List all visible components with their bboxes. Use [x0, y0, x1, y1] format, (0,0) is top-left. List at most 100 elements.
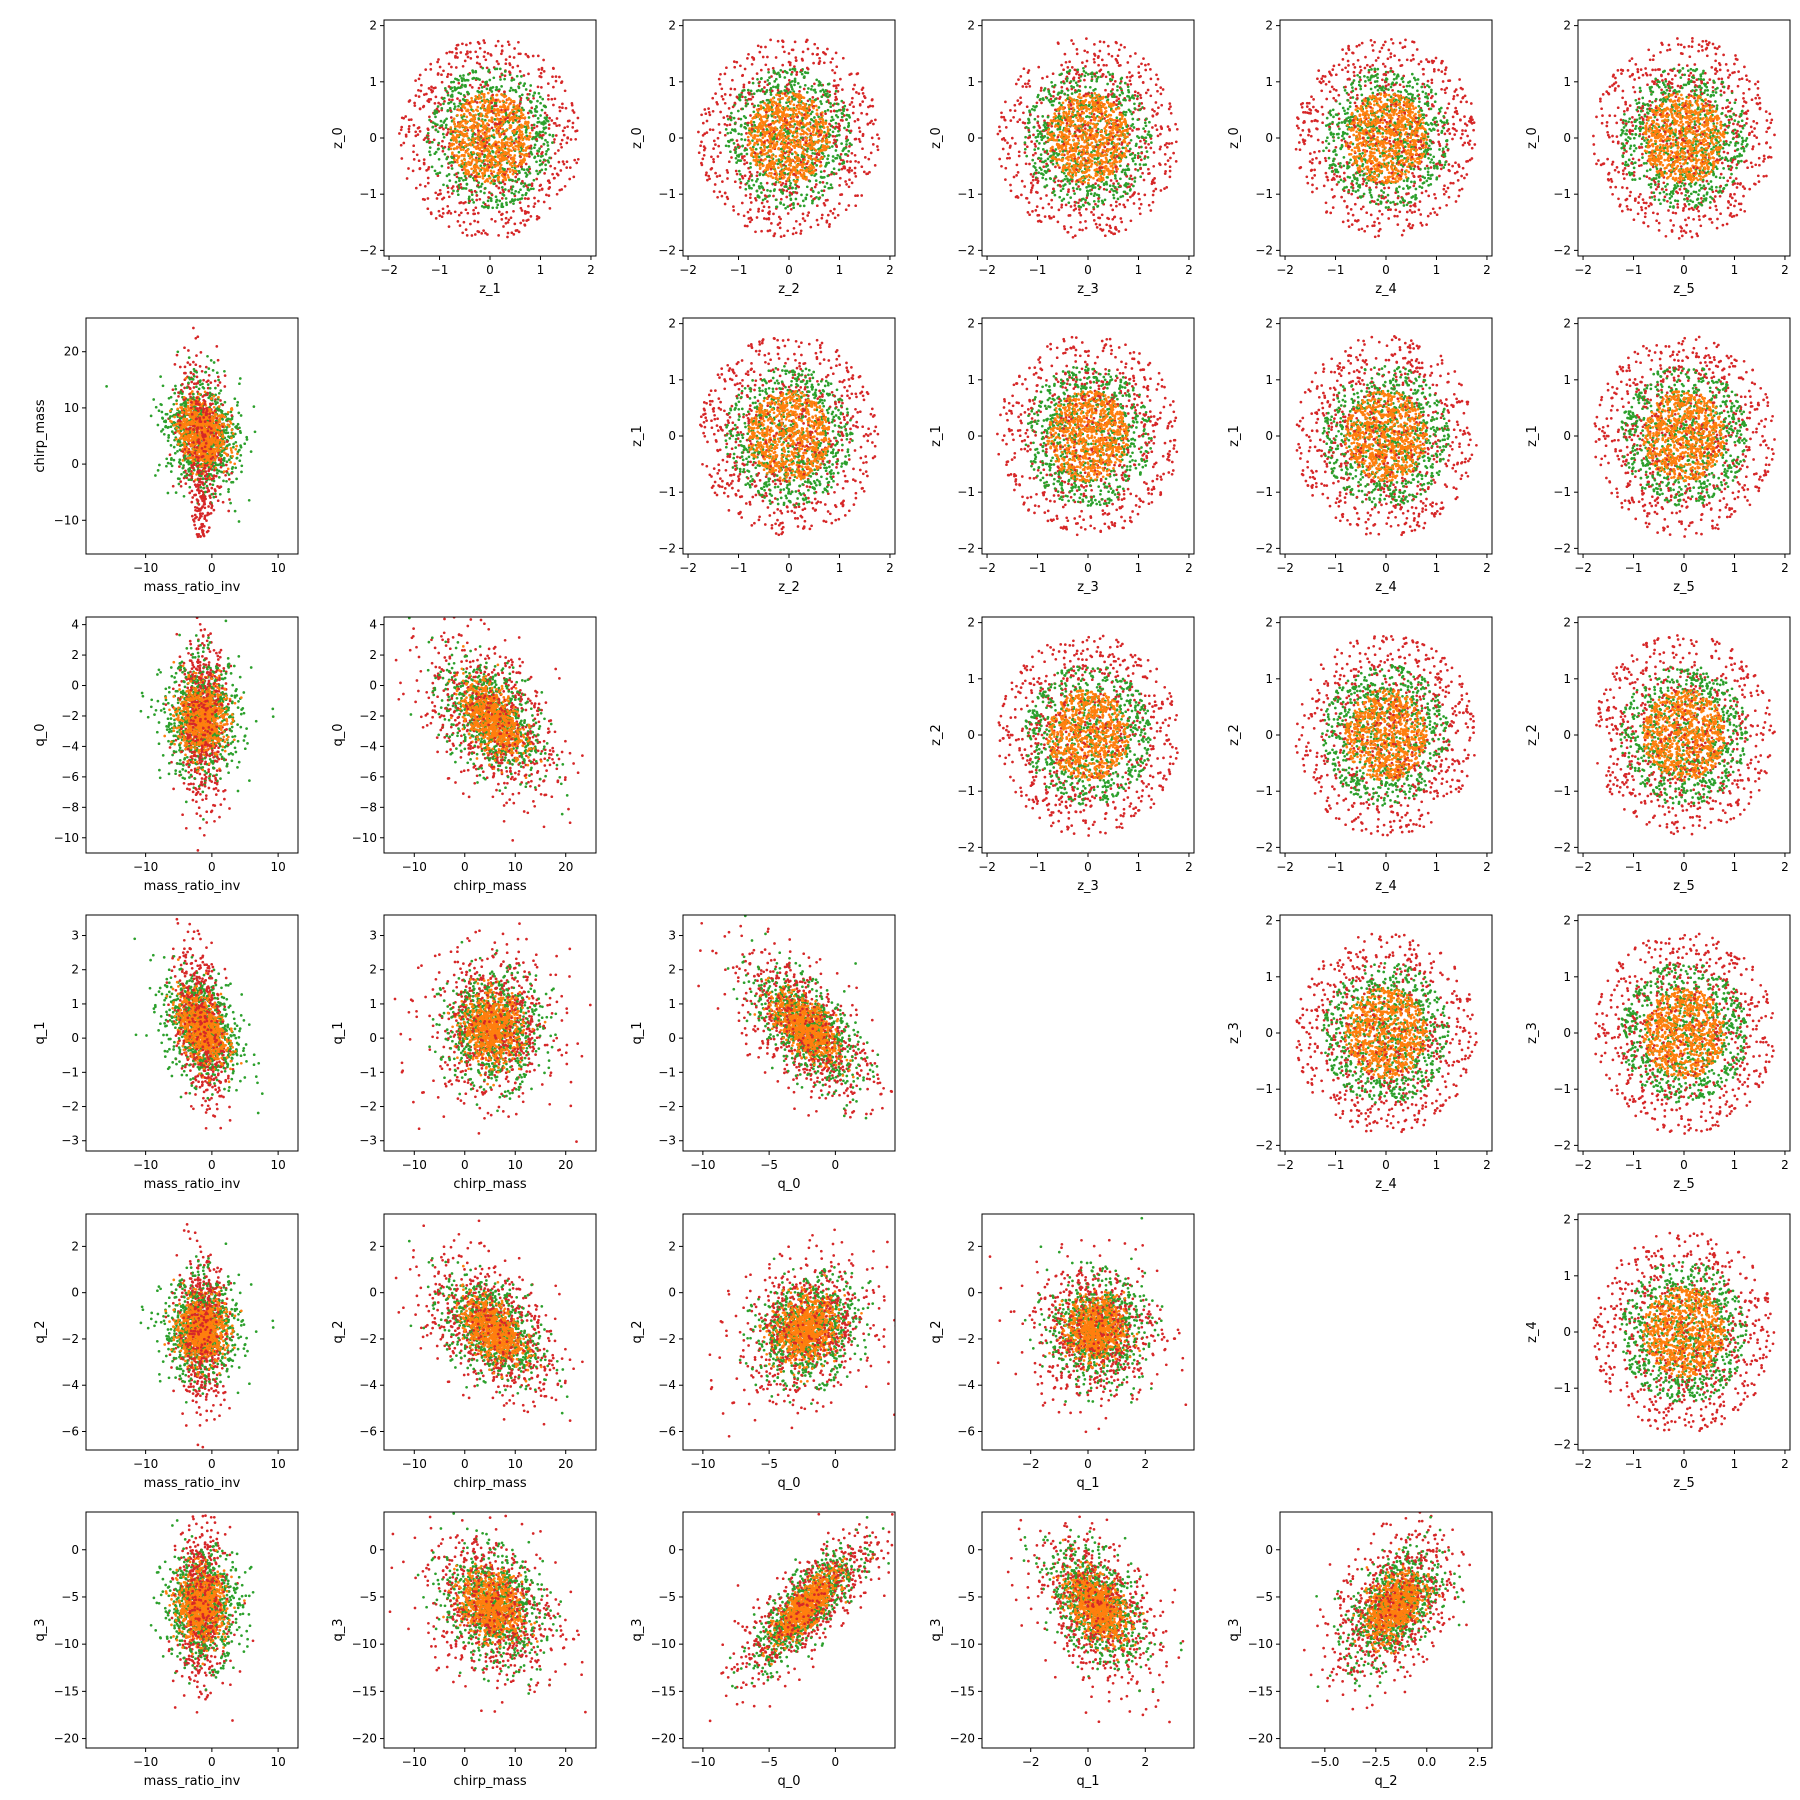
y-axis-label: z_0: [331, 127, 346, 149]
scatter-point: [795, 220, 798, 223]
scatter-point: [497, 179, 500, 182]
scatter-point: [1160, 189, 1163, 192]
scatter-point: [1148, 204, 1151, 207]
scatter-point: [1106, 217, 1109, 220]
scatter-point: [1079, 221, 1082, 224]
scatter-point: [782, 132, 785, 135]
scatter-point: [1139, 212, 1142, 215]
scatter-point: [497, 40, 500, 43]
scatter-point: [795, 73, 798, 76]
scatter-point: [430, 213, 433, 216]
scatter-point: [1108, 230, 1111, 233]
scatter-point: [1107, 45, 1110, 48]
scatter-point: [1022, 111, 1025, 114]
scatter-point: [477, 117, 480, 120]
scatter-point: [524, 116, 527, 119]
scatter-point: [804, 124, 807, 127]
scatter-point: [1040, 89, 1043, 92]
scatter-point: [792, 49, 795, 52]
scatter-point: [521, 209, 524, 212]
scatter-point: [739, 173, 742, 176]
scatter-point: [527, 205, 530, 208]
scatter-point: [742, 177, 745, 180]
scatter-point: [752, 82, 755, 85]
scatter-point: [841, 162, 844, 165]
scatter-point: [477, 181, 480, 184]
y-tick-label: 2: [668, 19, 676, 33]
scatter-point: [704, 112, 707, 115]
scatter-point: [568, 119, 571, 122]
scatter-point: [479, 170, 482, 173]
scatter-point: [871, 105, 874, 108]
scatter-point: [876, 133, 879, 136]
scatter-point: [838, 162, 841, 165]
scatter-point: [510, 126, 513, 129]
scatter-point: [553, 138, 556, 141]
scatter-point: [998, 126, 1001, 129]
scatter-point: [1052, 95, 1055, 98]
scatter-point: [464, 102, 467, 105]
scatter-point: [476, 55, 479, 58]
scatter-point: [507, 160, 510, 163]
scatter-point: [777, 103, 780, 106]
scatter-point: [426, 141, 429, 144]
scatter-point: [787, 142, 790, 145]
scatter-point: [747, 211, 750, 214]
scatter-point: [1062, 68, 1065, 71]
scatter-point: [795, 127, 798, 130]
scatter-point: [764, 194, 767, 197]
scatter-point: [841, 112, 844, 115]
scatter-point: [472, 77, 475, 80]
scatter-point: [762, 56, 765, 59]
scatter-point: [451, 167, 454, 170]
scatter-point: [1036, 181, 1039, 184]
scatter-point: [811, 199, 814, 202]
scatter-point: [1157, 78, 1160, 81]
scatter-point: [455, 154, 458, 157]
scatter-point: [792, 168, 795, 171]
scatter-point: [490, 54, 493, 57]
scatter-point: [823, 61, 826, 64]
scatter-point: [802, 51, 805, 54]
scatter-point: [848, 178, 851, 181]
scatter-point: [517, 178, 520, 181]
scatter-point: [1164, 172, 1167, 175]
scatter-point: [1072, 236, 1075, 239]
scatter-point: [538, 75, 541, 78]
scatter-point: [815, 105, 818, 108]
scatter-point: [1117, 54, 1120, 57]
scatter-point: [741, 108, 744, 111]
scatter-point: [847, 122, 850, 125]
scatter-point: [499, 106, 502, 109]
scatter-point: [480, 135, 483, 138]
scatter-point: [730, 156, 733, 159]
scatter-point: [1112, 83, 1115, 86]
scatter-point: [527, 73, 530, 76]
scatter-point: [795, 231, 798, 234]
scatter-point: [413, 104, 416, 107]
scatter-point: [1018, 150, 1021, 153]
scatter-point: [494, 140, 497, 143]
scatter-point: [722, 116, 725, 119]
scatter-point: [714, 183, 717, 186]
scatter-point: [508, 103, 511, 106]
scatter-point: [502, 205, 505, 208]
scatter-point: [851, 182, 854, 185]
scatter-point: [757, 44, 760, 47]
scatter-point: [495, 143, 498, 146]
scatter-point: [535, 105, 538, 108]
scatter-point: [486, 88, 489, 91]
scatter-point: [750, 154, 753, 157]
scatter-point: [429, 63, 432, 66]
scatter-point: [792, 233, 795, 236]
scatter-point: [1149, 94, 1152, 97]
scatter-point: [798, 90, 801, 93]
scatter-point: [504, 173, 507, 176]
scatter-point: [756, 178, 759, 181]
scatter-point: [759, 167, 762, 170]
scatter-point: [502, 225, 505, 228]
scatter-point: [519, 201, 522, 204]
scatter-point: [467, 56, 470, 59]
scatter-point: [455, 48, 458, 51]
